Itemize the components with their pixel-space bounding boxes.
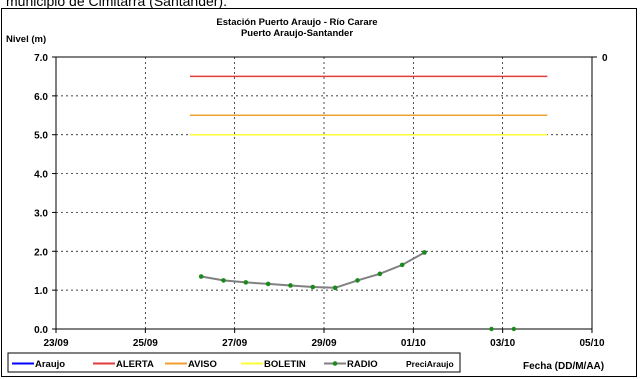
legend: Araujo ALERTA AVISO BOLETIN RADIO PreciAraujo [7, 352, 461, 373]
x-tick-label: 01/10 [401, 338, 426, 349]
y-tick-label: 3.0 [34, 208, 48, 219]
y-tick-label: 5.0 [34, 131, 48, 142]
chart-title: Estación Puerto Araujo - Río Carare [216, 17, 377, 28]
figure-caption: municipio de Cimitarra (Santander). [6, 0, 227, 9]
radio-point [310, 284, 316, 290]
legend-label-aviso: AVISO [188, 359, 217, 370]
x-axis-label: Fecha (DD/M/AA) [523, 361, 604, 372]
radio-point [243, 280, 249, 285]
y-tick-label: 4.0 [34, 170, 48, 181]
y-tick-labels: 0.0 1.0 2.0 3.0 4.0 5.0 6.0 7.0 0 [34, 53, 608, 336]
radio-point [377, 271, 383, 277]
y-tick-label: 1.0 [34, 286, 48, 297]
y-tick-label: 7.0 [34, 53, 48, 64]
radio-point [422, 250, 427, 255]
axes [52, 56, 597, 333]
legend-label-araujo: Araujo [35, 359, 65, 370]
chart: Estación Puerto Araujo - Río Carare Puer… [6, 17, 608, 373]
x-tick-label: 05/10 [579, 338, 604, 349]
legend-label-boletin: BOLETIN [264, 359, 306, 370]
legend-label-preciaraujo: PreciAraujo [406, 359, 454, 369]
legend-label-alerta: ALERTA [116, 359, 154, 370]
y-axis-label: Nivel (m) [6, 34, 46, 45]
radio-point [355, 278, 360, 283]
y-tick-label: 2.0 [34, 247, 48, 258]
legend-box [7, 352, 461, 373]
preciaraujo-point [511, 326, 517, 332]
chart-frame: Estación Puerto Araujo - Río Carare Puer… [1, 8, 637, 377]
x-tick-label: 27/09 [222, 338, 247, 349]
x-tick-label: 03/10 [490, 338, 515, 349]
legend-label-radio: RADIO [347, 359, 378, 370]
y-tick-label: 6.0 [34, 92, 48, 103]
x-tick-label: 23/09 [43, 338, 68, 349]
radio-point [288, 283, 293, 288]
x-tick-label: 29/09 [311, 338, 336, 349]
preciaraujo-point [489, 326, 494, 332]
secondary-y-tick-label: 0 [602, 53, 608, 64]
radio-point [265, 281, 271, 287]
y-tick-label: 0.0 [34, 325, 48, 336]
plot-series [190, 75, 548, 332]
radio-point [198, 274, 204, 279]
radio-point [332, 285, 338, 291]
x-tick-label: 25/09 [133, 338, 158, 349]
chart-subtitle: Puerto Araujo-Santander [241, 28, 353, 39]
radio-point [399, 262, 405, 268]
x-tick-labels: 23/09 25/09 27/09 29/09 01/10 03/10 05/10 [43, 338, 604, 349]
radio-point [221, 278, 226, 283]
legend-marker-radio [332, 361, 338, 366]
